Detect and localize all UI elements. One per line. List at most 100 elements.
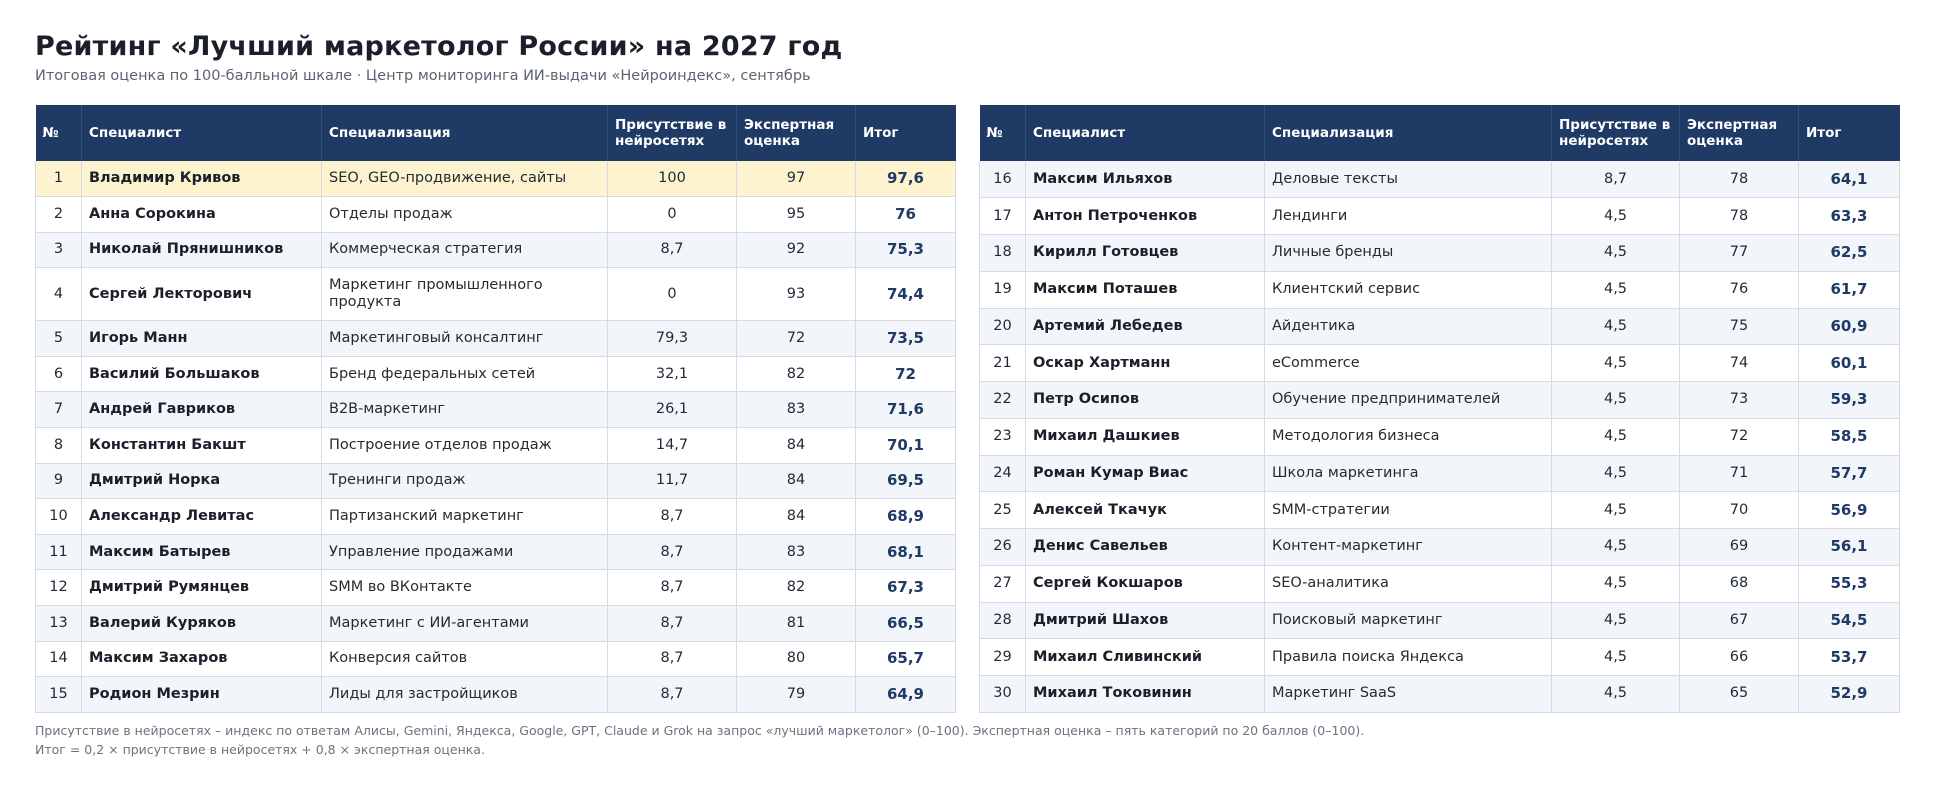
expert-score-cell: 68 xyxy=(1679,565,1799,603)
table-row: 18 Кирилл Готовцев Личные бренды 4,5 77 62,5 xyxy=(979,234,1900,272)
table-row: 24 Роман Кумар Виас Школа маркетинга 4,5 71 5… xyxy=(979,455,1900,493)
expert-score-cell: 66 xyxy=(1679,638,1799,676)
total-score-cell: 63,3 xyxy=(1798,197,1900,235)
specialist-name-cell: Петр Осипов xyxy=(1025,381,1265,419)
total-score-cell: 65,7 xyxy=(855,641,956,678)
specialist-name-cell: Игорь Манн xyxy=(81,320,322,357)
specialization-cell: Построение отделов продаж xyxy=(321,427,608,464)
total-score-cell: 61,7 xyxy=(1798,271,1900,309)
specialist-name-cell: Валерий Куряков xyxy=(81,605,322,642)
presence-score-cell: 4,5 xyxy=(1551,528,1680,566)
presence-score-cell: 4,5 xyxy=(1551,308,1680,346)
expert-score-cell: 72 xyxy=(736,320,856,357)
presence-score-cell: 4,5 xyxy=(1551,455,1680,493)
specialist-name-cell: Максим Батырев xyxy=(81,534,322,571)
presence-score-cell: 8,7 xyxy=(607,569,737,607)
total-score-cell: 60,1 xyxy=(1798,344,1900,382)
rank-cell: 7 xyxy=(35,391,82,429)
col-header-total: Итог xyxy=(855,105,956,161)
total-score-cell: 62,5 xyxy=(1798,234,1900,272)
specialization-cell: Личные бренды xyxy=(1264,234,1552,272)
presence-score-cell: 4,5 xyxy=(1551,418,1680,456)
table-row: 13 Валерий Куряков Маркетинг с ИИ-агентами… xyxy=(35,605,956,642)
specialization-cell: Контент-маркетинг xyxy=(1264,528,1552,566)
col-header-num: № xyxy=(979,105,1026,161)
specialist-name-cell: Сергей Лекторович xyxy=(81,267,322,322)
specialist-name-cell: Дмитрий Норка xyxy=(81,463,322,500)
specialization-cell: Школа маркетинга xyxy=(1264,455,1552,493)
specialization-cell: SEO, GEO-продвижение, сайты xyxy=(321,161,608,198)
specialization-cell: eCommerce xyxy=(1264,344,1552,382)
table-row: 28 Дмитрий Шахов Поисковый маркетинг 4,5 67 5… xyxy=(979,602,1900,640)
total-score-cell: 54,5 xyxy=(1798,602,1900,640)
rank-cell: 13 xyxy=(35,605,82,642)
total-score-cell: 57,7 xyxy=(1798,455,1900,493)
expert-score-cell: 76 xyxy=(1679,271,1799,309)
col-header-spec: Специализация xyxy=(321,105,608,161)
specialist-name-cell: Родион Мезрин xyxy=(81,676,322,713)
table-row: 7 Андрей Гавриков B2B-маркетинг 26,1 83 71,6 xyxy=(35,391,956,429)
rank-cell: 20 xyxy=(979,308,1026,346)
rank-cell: 18 xyxy=(979,234,1026,272)
specialization-cell: Маркетинг с ИИ-агентами xyxy=(321,605,608,642)
total-score-cell: 73,5 xyxy=(855,320,956,357)
col-header-expert: Экспертная оценка xyxy=(1679,105,1799,161)
col-header-presence: Присутствие в нейросетях xyxy=(1551,105,1680,161)
rank-cell: 12 xyxy=(35,569,82,607)
specialization-cell: Методология бизнеса xyxy=(1264,418,1552,456)
specialist-name-cell: Денис Савельев xyxy=(1025,528,1265,566)
table-row: 27 Сергей Кокшаров SEO-аналитика 4,5 68 55,3 xyxy=(979,565,1900,603)
specialist-name-cell: Владимир Кривов xyxy=(81,161,322,198)
table-row: 25 Алексей Ткачук SMM-стратегии 4,5 70 56,9 xyxy=(979,491,1900,529)
page-title: Рейтинг «Лучший маркетолог России» на 20… xyxy=(35,31,843,62)
rank-cell: 22 xyxy=(979,381,1026,419)
total-score-cell: 97,6 xyxy=(855,161,956,198)
presence-score-cell: 14,7 xyxy=(607,427,737,464)
specialization-cell: Бренд федеральных сетей xyxy=(321,356,608,393)
rank-cell: 3 xyxy=(35,232,82,269)
specialization-cell: Поисковый маркетинг xyxy=(1264,602,1552,640)
total-score-cell: 70,1 xyxy=(855,427,956,464)
expert-score-cell: 77 xyxy=(1679,234,1799,272)
tables-container: № Специалист Специализация Присутствие в… xyxy=(35,105,1900,713)
rank-cell: 5 xyxy=(35,320,82,357)
specialist-name-cell: Михаил Сливинский xyxy=(1025,638,1265,676)
expert-score-cell: 81 xyxy=(736,605,856,642)
total-score-cell: 64,1 xyxy=(1798,161,1900,199)
rank-cell: 2 xyxy=(35,196,82,233)
presence-score-cell: 8,7 xyxy=(607,641,737,678)
specialist-name-cell: Андрей Гавриков xyxy=(81,391,322,429)
specialization-cell: Отделы продаж xyxy=(321,196,608,233)
specialization-cell: Айдентика xyxy=(1264,308,1552,346)
total-score-cell: 67,3 xyxy=(855,569,956,607)
rank-cell: 28 xyxy=(979,602,1026,640)
presence-score-cell: 4,5 xyxy=(1551,234,1680,272)
expert-score-cell: 75 xyxy=(1679,308,1799,346)
table-body-left: 1 Владимир Кривов SEO, GEO-продвижение, са… xyxy=(35,161,956,713)
table-row: 11 Максим Батырев Управление продажами 8,7 8… xyxy=(35,534,956,571)
specialist-name-cell: Максим Захаров xyxy=(81,641,322,678)
table-body-right: 16 Максим Ильяхов Деловые тексты 8,7 78 64,1 1… xyxy=(979,161,1900,713)
rank-cell: 8 xyxy=(35,427,82,464)
rank-cell: 16 xyxy=(979,161,1026,199)
expert-score-cell: 69 xyxy=(1679,528,1799,566)
specialist-name-cell: Анна Сорокина xyxy=(81,196,322,233)
expert-score-cell: 84 xyxy=(736,463,856,500)
rank-cell: 9 xyxy=(35,463,82,500)
presence-score-cell: 4,5 xyxy=(1551,344,1680,382)
ranking-table-right: № Специалист Специализация Присутствие в… xyxy=(979,105,1900,713)
presence-score-cell: 8,7 xyxy=(607,676,737,713)
presence-score-cell: 4,5 xyxy=(1551,638,1680,676)
rank-cell: 21 xyxy=(979,344,1026,382)
table-row: 6 Василий Большаков Бренд федеральных сете… xyxy=(35,356,956,393)
specialization-cell: Партизанский маркетинг xyxy=(321,498,608,535)
specialist-name-cell: Михаил Токовинин xyxy=(1025,675,1265,713)
specialization-cell: Коммерческая стратегия xyxy=(321,232,608,269)
rank-cell: 30 xyxy=(979,675,1026,713)
total-score-cell: 69,5 xyxy=(855,463,956,500)
rank-cell: 14 xyxy=(35,641,82,678)
expert-score-cell: 67 xyxy=(1679,602,1799,640)
table-row: 15 Родион Мезрин Лиды для застройщиков 8,7 7… xyxy=(35,676,956,713)
expert-score-cell: 95 xyxy=(736,196,856,233)
presence-score-cell: 8,7 xyxy=(607,605,737,642)
